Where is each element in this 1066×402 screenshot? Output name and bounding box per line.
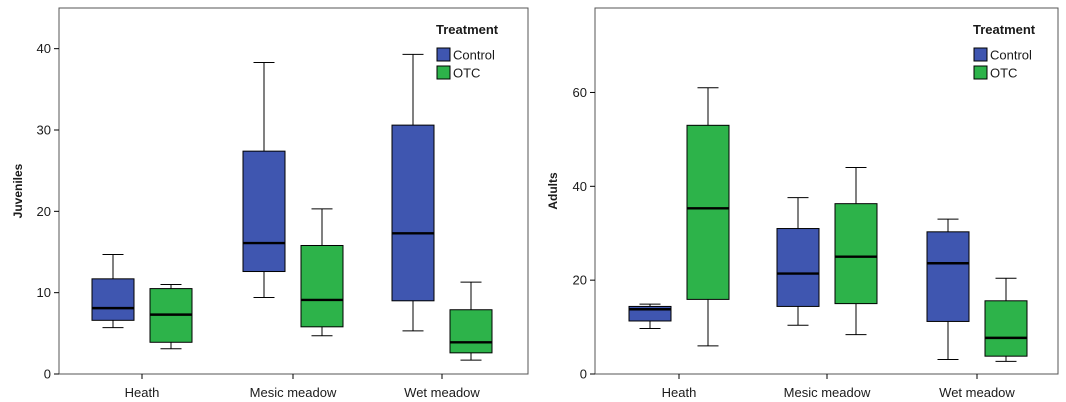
box-control-1	[243, 62, 285, 297]
box-iqr	[243, 151, 285, 271]
y-tick-label: 10	[37, 285, 51, 300]
box-control-1	[777, 198, 819, 326]
y-axis-title: Juveniles	[11, 163, 25, 218]
legend-label-control: Control	[453, 48, 495, 63]
box-otc-2	[450, 282, 492, 360]
y-tick-label: 0	[580, 367, 587, 382]
x-tick-label: Heath	[662, 385, 697, 400]
x-tick-label: Mesic meadow	[250, 385, 337, 400]
x-tick-label: Heath	[125, 385, 160, 400]
legend-title: Treatment	[436, 22, 499, 37]
legend-swatch-control	[437, 48, 450, 61]
box-control-2	[392, 54, 434, 331]
y-tick-label: 20	[37, 204, 51, 219]
legend-swatch-control	[974, 48, 987, 61]
box-otc-1	[301, 209, 343, 336]
box-iqr	[392, 125, 434, 301]
box-control-0	[629, 304, 671, 328]
box-otc-0	[687, 88, 729, 346]
box-iqr	[687, 125, 729, 299]
legend-label-otc: OTC	[453, 66, 480, 81]
legend: Treatment Control OTC	[436, 22, 499, 81]
y-tick-label: 0	[44, 367, 51, 382]
y-tick-label: 60	[573, 85, 587, 100]
legend-swatch-otc	[437, 66, 450, 79]
legend-swatch-otc	[974, 66, 987, 79]
box-control-2	[927, 219, 969, 359]
y-tick-label: 40	[37, 41, 51, 56]
legend-label-otc: OTC	[990, 66, 1017, 81]
box-control-0	[92, 254, 134, 327]
box-otc-1	[835, 168, 877, 335]
y-axis-title: Adults	[546, 172, 560, 210]
y-tick-label: 30	[37, 123, 51, 138]
x-tick-label: Wet meadow	[404, 385, 480, 400]
y-tick-label: 40	[573, 179, 587, 194]
legend-label-control: Control	[990, 48, 1032, 63]
box-iqr	[835, 204, 877, 304]
legend-title: Treatment	[973, 22, 1036, 37]
chart-panel-0: 0 10 20 30 40 Heath Mesic meadow Wet meadow Juve…	[11, 8, 528, 400]
x-tick-label: Mesic meadow	[784, 385, 871, 400]
box-iqr	[301, 245, 343, 326]
box-otc-2	[985, 278, 1027, 361]
box-otc-0	[150, 285, 192, 349]
box-iqr	[92, 279, 134, 320]
legend: Treatment Control OTC	[973, 22, 1036, 81]
box-iqr	[985, 301, 1027, 356]
x-tick-label: Wet meadow	[939, 385, 1015, 400]
box-iqr	[927, 232, 969, 322]
chart-panel-1: 0 20 40 60 Heath Mesic meadow Wet meadow Adults…	[546, 8, 1058, 400]
box-iqr	[777, 229, 819, 307]
box-iqr	[450, 310, 492, 353]
y-tick-label: 20	[573, 273, 587, 288]
